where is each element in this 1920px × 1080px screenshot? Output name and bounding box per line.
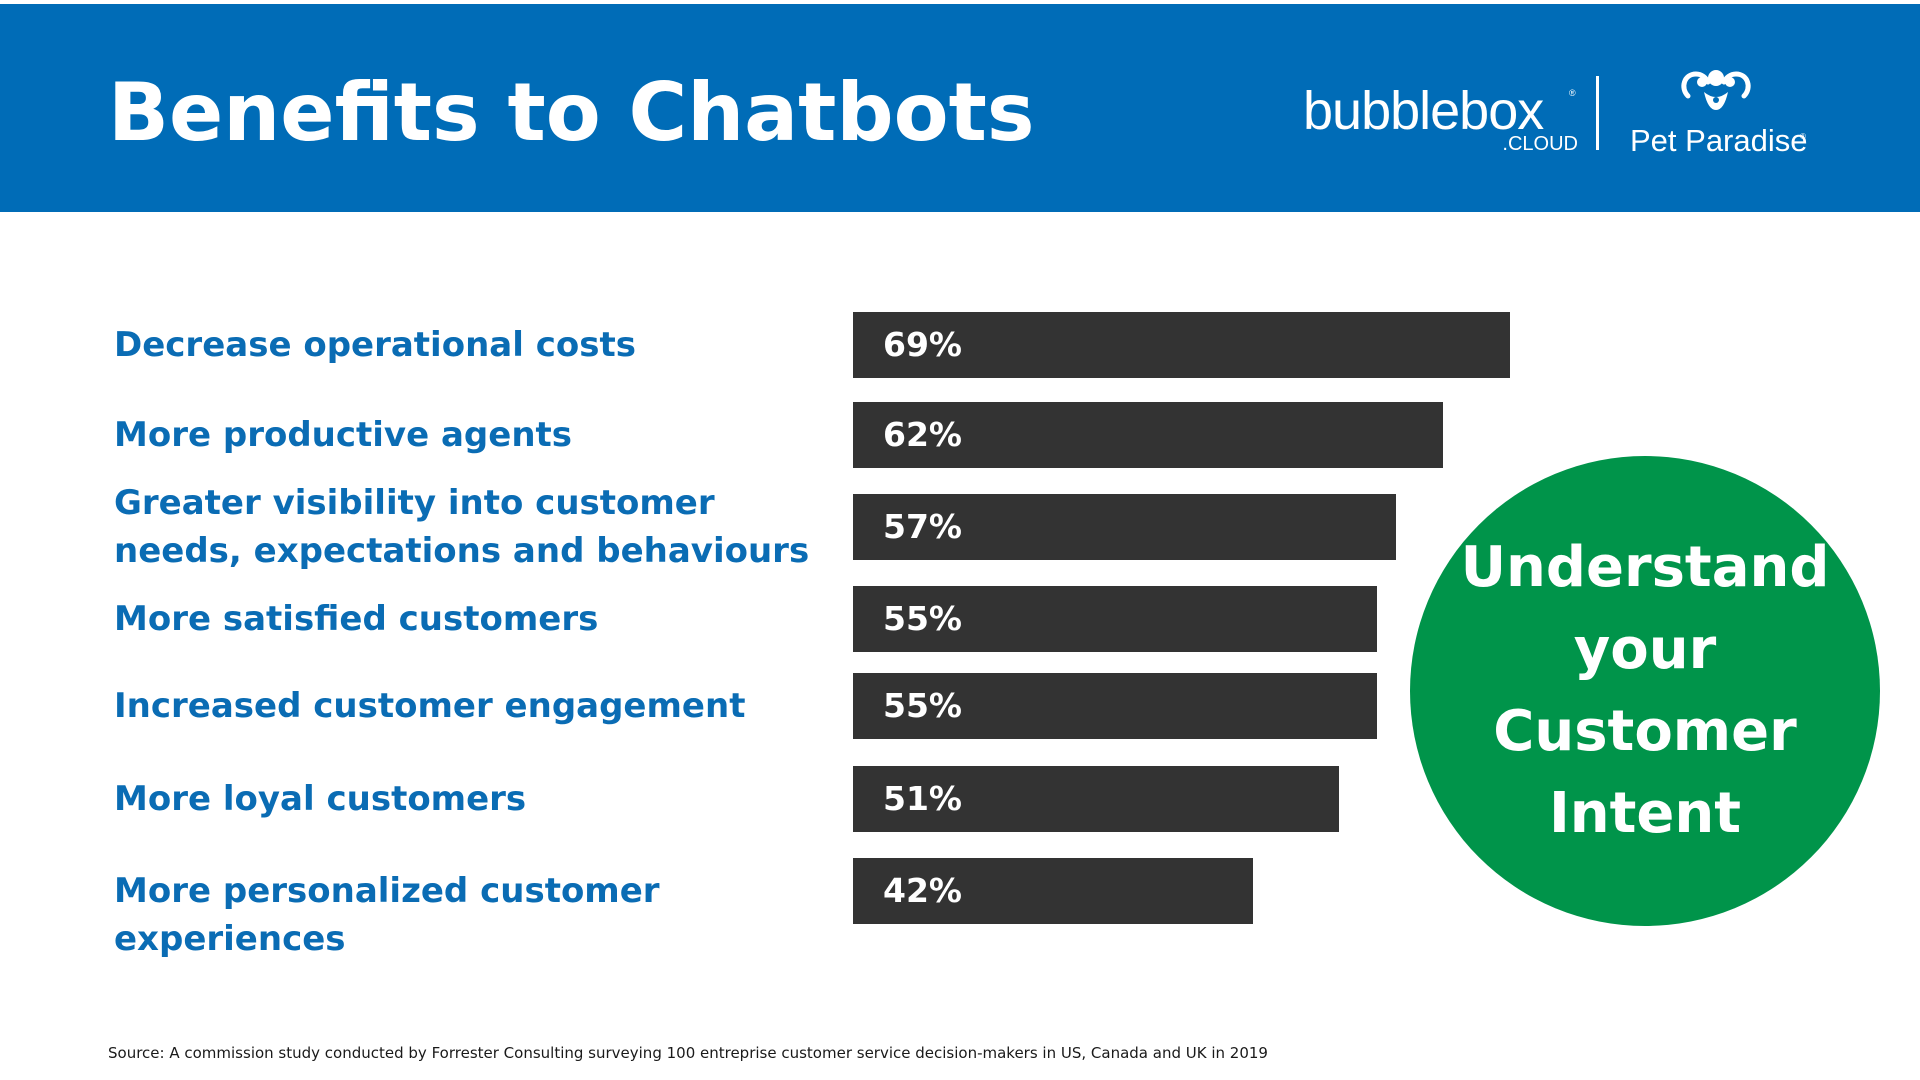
bubblebox-registered-mark: ® <box>1569 88 1576 98</box>
category-label: More productive agents <box>114 415 573 455</box>
source-footnote: Source: A commission study conducted by … <box>108 1044 1268 1062</box>
bar: 55% <box>853 673 1377 739</box>
bar: 69% <box>853 312 1510 378</box>
bar-value-label: 51% <box>883 779 962 818</box>
pet-paradise-logo: Pet Paradise ® <box>1628 66 1808 161</box>
bubblebox-cloud-suffix: .CLOUD <box>1502 133 1578 155</box>
intent-callout-circle: Understand your Customer Intent <box>1410 456 1880 926</box>
category-label: More satisfied customers <box>114 599 599 639</box>
bar: 42% <box>853 858 1253 924</box>
bar-value-label: 62% <box>883 415 962 454</box>
intent-callout-text: Understand your Customer Intent <box>1460 535 1830 846</box>
bubblebox-logo: bubblebox ® .CLOUD <box>1303 84 1578 156</box>
header-band: Benefits to Chatbots bubblebox ® .CLOUD … <box>0 4 1920 212</box>
page-title: Benefits to Chatbots <box>108 66 1035 159</box>
bar-value-label: 69% <box>883 325 962 364</box>
pet-paradise-wordmark: Pet Paradise <box>1630 123 1808 158</box>
bar: 57% <box>853 494 1396 560</box>
bubblebox-wordmark: bubblebox <box>1303 81 1544 141</box>
logo-divider <box>1596 76 1599 150</box>
category-label: More loyal customers <box>114 779 527 819</box>
pet-paradise-registered-mark: ® <box>1800 132 1806 141</box>
bar-value-label: 55% <box>883 686 962 725</box>
bar-value-label: 42% <box>883 871 962 910</box>
category-label: Increased customer engagement <box>114 686 746 726</box>
bar-value-label: 55% <box>883 599 962 638</box>
bar: 51% <box>853 766 1339 832</box>
category-label: More personalized customer experiences <box>114 871 660 959</box>
category-label: Decrease operational costs <box>114 325 636 365</box>
bar: 62% <box>853 402 1443 468</box>
category-label: Greater visibility into customer needs, … <box>114 483 810 571</box>
pet-paradise-mark-icon <box>1681 70 1751 110</box>
bar: 55% <box>853 586 1377 652</box>
bar-value-label: 57% <box>883 507 962 546</box>
